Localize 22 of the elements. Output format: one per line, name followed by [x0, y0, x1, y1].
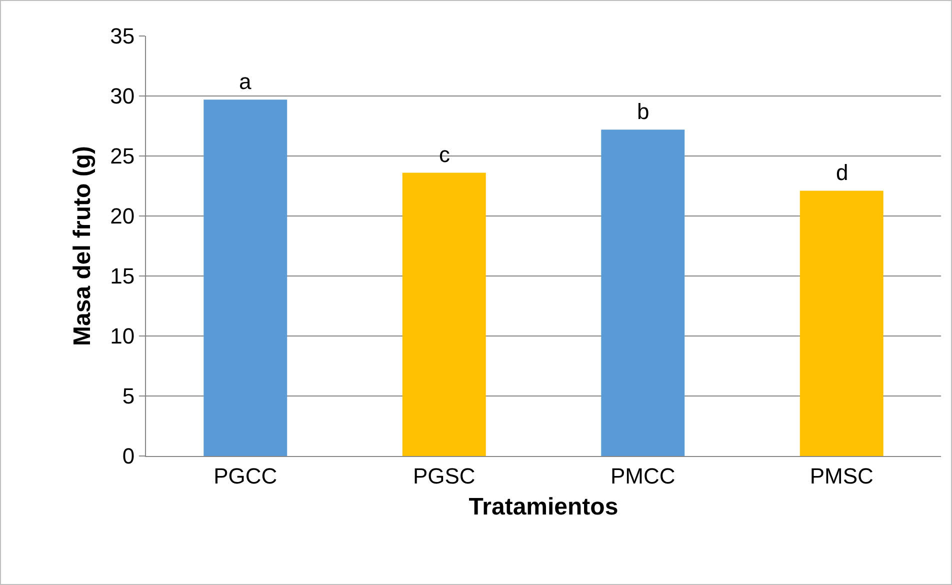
y-tick-label: 30: [110, 84, 135, 109]
x-tick-label: PGSC: [412, 463, 476, 488]
y-tick-label: 15: [110, 264, 135, 289]
y-tick-label: 0: [122, 444, 135, 469]
x-axis-title: Tratamientos: [468, 494, 618, 521]
y-axis-title: Masa del fruto (g): [69, 146, 96, 346]
annotation: b: [637, 99, 650, 124]
bar: [204, 100, 288, 456]
y-tick-label: 25: [110, 144, 135, 169]
bar: [601, 130, 685, 456]
annotation: a: [239, 69, 252, 94]
x-tick-label: PGCC: [214, 463, 278, 488]
x-tick-label: PMCC: [610, 463, 676, 488]
y-tick-label: 35: [110, 24, 135, 49]
y-tick-label: 10: [110, 324, 135, 349]
bar: [800, 190, 884, 456]
annotation: d: [836, 160, 848, 185]
bar: [402, 172, 486, 456]
y-tick-label: 20: [110, 204, 135, 229]
y-tick-label: 5: [122, 384, 135, 409]
annotation: c: [439, 142, 450, 167]
x-tick-label: PMSC: [810, 463, 874, 488]
